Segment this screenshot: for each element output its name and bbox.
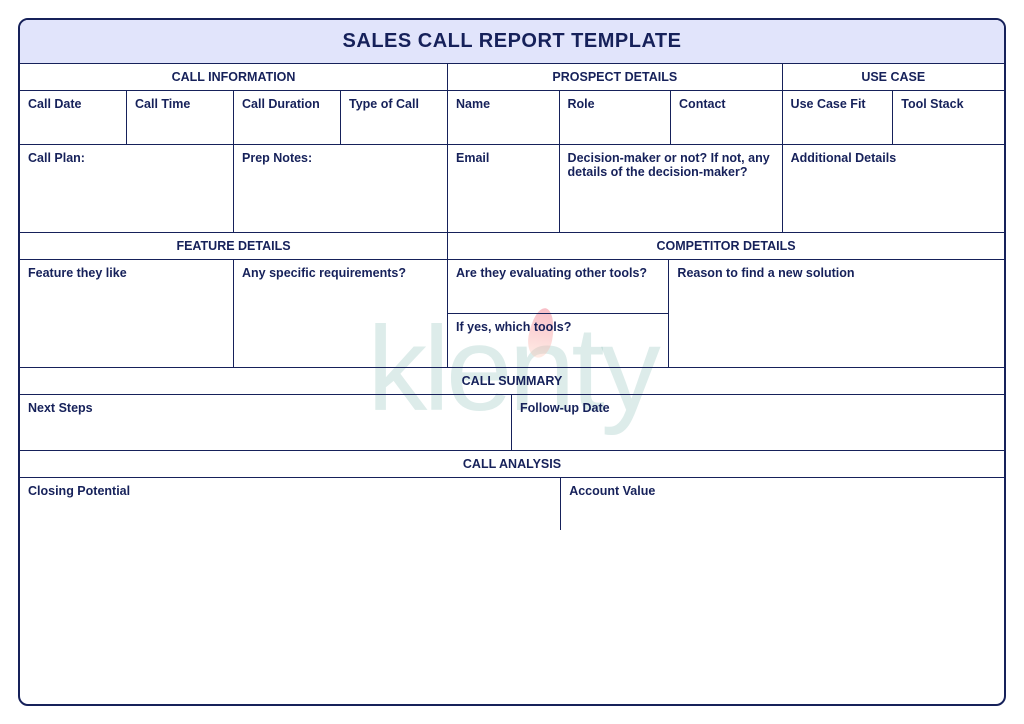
field-decision-maker: Decision-maker or not? If not, any detai… bbox=[560, 145, 783, 233]
field-call-time: Call Time bbox=[127, 91, 234, 145]
field-call-date: Call Date bbox=[20, 91, 127, 145]
report-title: SALES CALL REPORT TEMPLATE bbox=[20, 20, 1004, 64]
field-feature-like: Feature they like bbox=[20, 260, 234, 368]
report-frame: SALES CALL REPORT TEMPLATE CALL INFORMAT… bbox=[18, 18, 1006, 706]
field-which-tools: If yes, which tools? bbox=[448, 314, 669, 368]
field-type-of-call: Type of Call bbox=[341, 91, 448, 145]
heading-call-analysis: CALL ANALYSIS bbox=[20, 451, 1004, 478]
field-follow-up-date: Follow-up Date bbox=[512, 395, 1004, 451]
field-use-case-fit: Use Case Fit bbox=[783, 91, 894, 145]
field-email: Email bbox=[448, 145, 560, 233]
field-next-steps: Next Steps bbox=[20, 395, 512, 451]
field-role: Role bbox=[560, 91, 672, 145]
field-call-plan: Call Plan: bbox=[20, 145, 234, 233]
field-account-value: Account Value bbox=[561, 478, 1004, 530]
field-closing-potential: Closing Potential bbox=[20, 478, 561, 530]
field-contact: Contact bbox=[671, 91, 783, 145]
field-evaluating: Are they evaluating other tools? bbox=[448, 260, 669, 314]
heading-call-information: CALL INFORMATION bbox=[20, 64, 448, 91]
heading-use-case: USE CASE bbox=[783, 64, 1004, 91]
field-reason-new-solution: Reason to find a new solution bbox=[669, 260, 1004, 368]
field-additional-details: Additional Details bbox=[783, 145, 1004, 233]
heading-feature-details: FEATURE DETAILS bbox=[20, 233, 448, 260]
field-prep-notes: Prep Notes: bbox=[234, 145, 448, 233]
heading-competitor-details: COMPETITOR DETAILS bbox=[448, 233, 1004, 260]
field-name: Name bbox=[448, 91, 560, 145]
heading-prospect-details: PROSPECT DETAILS bbox=[448, 64, 783, 91]
field-tool-stack: Tool Stack bbox=[893, 91, 1004, 145]
field-requirements: Any specific requirements? bbox=[234, 260, 448, 368]
heading-call-summary: CALL SUMMARY bbox=[20, 368, 1004, 395]
field-call-duration: Call Duration bbox=[234, 91, 341, 145]
